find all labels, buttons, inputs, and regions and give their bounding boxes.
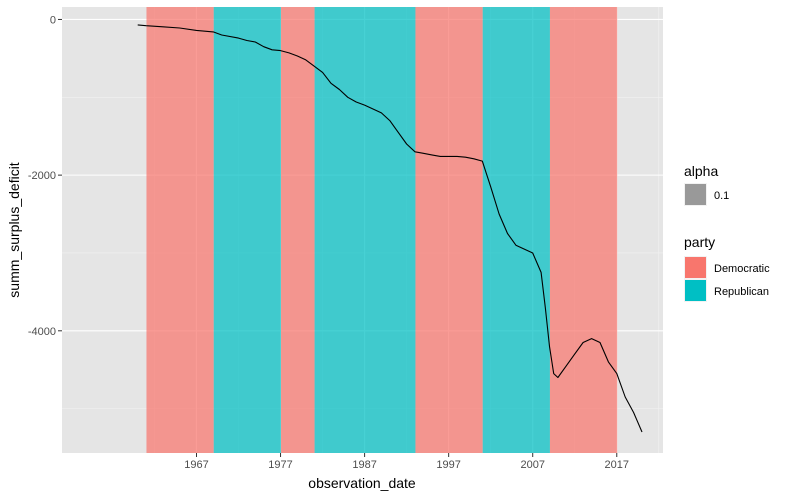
party-band-democratic (146, 7, 214, 453)
series-line (137, 24, 643, 433)
party-band-republican (482, 7, 550, 453)
x-tick-label: 1967 (184, 459, 208, 471)
legend-party-title: party (684, 234, 715, 250)
legend-democratic-swatch (685, 257, 706, 278)
party-band-republican (213, 7, 281, 453)
x-tick-label: 2007 (520, 459, 544, 471)
legend-alpha-title: alpha (684, 163, 718, 179)
legend-republican-label: Republican (714, 286, 769, 298)
party-band-democratic (280, 7, 315, 453)
party-band-republican (314, 7, 416, 453)
legend-party: party Democratic Republican (684, 234, 770, 302)
y-tick-label: -2000 (28, 170, 56, 182)
y-axis: 0 -2000 -4000 (28, 14, 62, 338)
x-tick-label: 1987 (352, 459, 376, 471)
legend-republican-swatch (685, 280, 706, 301)
x-tick-label: 2017 (605, 459, 629, 471)
x-tick-label: 1997 (436, 459, 460, 471)
y-tick-label: -4000 (28, 326, 56, 338)
y-axis-title: summ_surplus_deficit (6, 162, 22, 297)
y-tick-label: 0 (50, 14, 56, 26)
legend-alpha-label: 0.1 (714, 190, 729, 202)
party-band-democratic (415, 7, 483, 453)
x-axis: 1967 1977 1987 1997 2007 2017 (184, 453, 629, 471)
legend-alpha: alpha 0.1 (684, 163, 729, 206)
party-bands (146, 7, 618, 453)
legend-democratic-label: Democratic (714, 263, 770, 275)
legend-alpha-swatch (685, 184, 706, 205)
x-axis-title: observation_date (308, 475, 416, 491)
surplus-deficit-line (137, 24, 643, 433)
x-tick-label: 1977 (268, 459, 292, 471)
party-band-democratic (549, 7, 618, 453)
